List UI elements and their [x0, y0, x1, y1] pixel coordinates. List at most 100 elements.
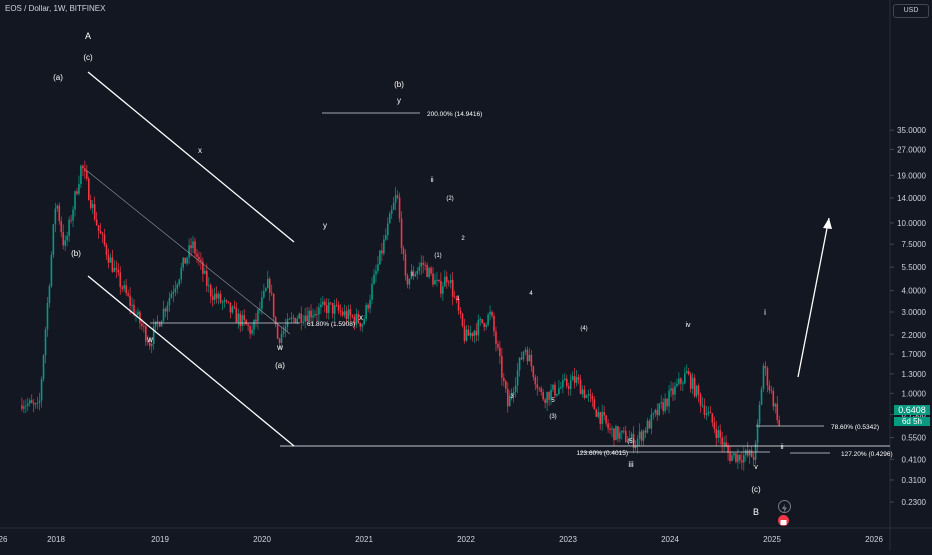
candle-body — [241, 315, 244, 327]
candle-body — [666, 398, 668, 407]
candle-body — [685, 371, 688, 374]
candle-body — [204, 270, 206, 274]
candle-body — [44, 329, 47, 356]
candle-body — [416, 270, 419, 274]
y-tick-label: 27.0000 — [897, 145, 926, 154]
candle-body — [27, 403, 29, 406]
candle-body — [139, 311, 141, 324]
candle-body — [664, 398, 666, 412]
candle-body — [548, 392, 550, 400]
candle-body — [245, 319, 247, 325]
candle-body — [652, 413, 655, 415]
candle-body — [552, 384, 554, 390]
currency-selector[interactable]: USD — [893, 4, 929, 18]
candle-body — [512, 391, 515, 395]
candle-body — [270, 292, 273, 294]
candle-body — [111, 257, 114, 272]
candle-body — [141, 323, 143, 327]
candle-body — [489, 311, 491, 315]
candle-body — [707, 412, 710, 414]
candle-body — [408, 278, 411, 285]
candle-body — [375, 270, 377, 275]
wave-label: (c) — [751, 485, 761, 494]
candle-body — [540, 388, 543, 393]
x-tick-label: 2019 — [151, 535, 169, 544]
candle-body — [723, 442, 725, 445]
candle-body — [599, 412, 602, 424]
candle-body — [748, 450, 751, 456]
candle-body — [644, 430, 647, 433]
candle-body — [756, 423, 759, 444]
wave-label: x — [198, 146, 202, 155]
candle-body — [316, 314, 318, 315]
wave-label: iv — [685, 322, 691, 329]
candle-body — [225, 300, 228, 302]
candle-body — [52, 224, 55, 255]
candle-body — [642, 430, 645, 441]
candle-body — [166, 305, 169, 312]
candle-body — [341, 311, 344, 316]
candle-body — [314, 314, 316, 316]
candle-body — [418, 266, 421, 271]
x-tick-label: 2018 — [47, 535, 65, 544]
wave-label: 4 — [529, 291, 533, 297]
flash-icon[interactable] — [778, 500, 791, 513]
candle-body — [381, 250, 383, 254]
candle-body — [479, 319, 482, 321]
candle-body — [125, 285, 127, 294]
candle-body — [298, 313, 301, 319]
candle-body — [579, 379, 582, 395]
candle-body — [453, 296, 456, 298]
candle-body — [424, 264, 426, 266]
candle-body — [493, 315, 495, 332]
candle-body — [591, 396, 594, 400]
candle-body — [160, 320, 163, 327]
wave-label: 3 — [510, 394, 514, 400]
candle-body — [430, 267, 432, 274]
candle-body — [467, 329, 470, 336]
candle-body — [412, 271, 415, 277]
candle-body — [573, 376, 576, 383]
wave-label: (2) — [446, 196, 453, 202]
candle-body — [432, 273, 434, 285]
candle-body — [463, 326, 466, 341]
candle-body — [404, 254, 407, 276]
candle-body — [487, 314, 489, 325]
candle-body — [188, 245, 190, 258]
candle-body — [87, 178, 90, 201]
candle-body — [62, 232, 65, 246]
candle-body — [282, 330, 285, 334]
wave-label: x — [359, 313, 363, 322]
candle-body — [538, 388, 541, 389]
candle-body — [528, 354, 531, 362]
candle-body — [438, 279, 440, 281]
candle-body — [674, 386, 676, 395]
candle-body — [192, 241, 194, 249]
candle-body — [194, 241, 196, 254]
candle-body — [445, 276, 448, 283]
wave-label: (4) — [580, 326, 587, 332]
calendar-event-icon[interactable] — [778, 515, 789, 526]
candle-body — [646, 420, 649, 433]
candle-body — [451, 279, 454, 297]
candle-body — [483, 322, 485, 327]
candle-body — [571, 376, 574, 381]
candle-body — [729, 452, 731, 462]
candle-body — [497, 343, 499, 348]
candle-body — [406, 275, 409, 285]
last-price-label: 0.6408 — [894, 405, 930, 415]
y-tick-label: 14.0000 — [897, 194, 926, 203]
candle-body — [737, 454, 739, 462]
candle-body — [611, 428, 613, 430]
x-tick-label: 26 — [0, 535, 8, 544]
candle-body — [239, 313, 242, 327]
channel-mid-line — [85, 169, 291, 335]
y-tick-label: 5.5000 — [902, 263, 927, 272]
y-tick-label: 1.7000 — [902, 350, 927, 359]
candle-body — [534, 377, 537, 385]
candle-body — [731, 455, 733, 462]
candle-body — [146, 341, 149, 343]
candle-body — [638, 431, 641, 439]
candle-body — [447, 282, 450, 284]
